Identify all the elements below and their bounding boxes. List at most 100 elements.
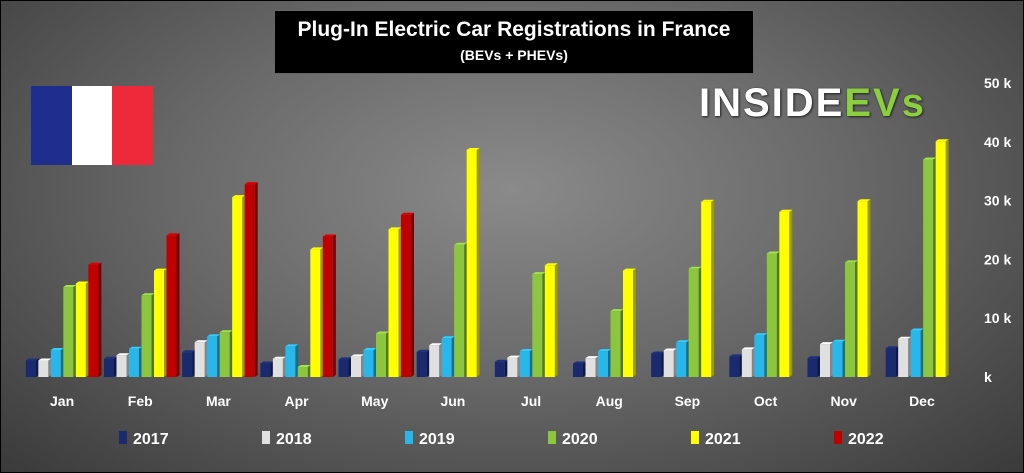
bar-2020-Feb bbox=[141, 295, 152, 377]
legend-label-2019: 2019 bbox=[419, 431, 455, 448]
bar-2018-May bbox=[351, 356, 361, 377]
bar-top-2018-Jan bbox=[38, 358, 52, 361]
bar-2022-Apr bbox=[322, 236, 333, 377]
bar-top-2017-Dec bbox=[885, 346, 899, 349]
bar-side-2022-Mar bbox=[254, 182, 258, 377]
bar-top-2021-Dec bbox=[935, 139, 949, 142]
bar-2019-Sep bbox=[676, 342, 687, 377]
bar-side-2017-Feb bbox=[114, 356, 117, 377]
bar-top-2021-Jan bbox=[75, 281, 89, 284]
bar-2017-May bbox=[338, 359, 349, 377]
bar-2017-Aug bbox=[573, 363, 583, 377]
bar-side-2017-Jun bbox=[426, 349, 430, 377]
bar-top-2019-Oct bbox=[754, 333, 768, 336]
bar-side-2018-Aug bbox=[595, 356, 599, 377]
bar-side-2021-Oct bbox=[789, 209, 793, 377]
bar-top-2021-Apr bbox=[310, 247, 324, 250]
bar-2018-Mar bbox=[194, 342, 205, 377]
bar-2021-Nov bbox=[857, 201, 868, 377]
bar-2020-Nov bbox=[845, 262, 855, 377]
bar-top-2019-Apr bbox=[285, 344, 299, 347]
bar-top-2021-Jul bbox=[544, 263, 558, 266]
bar-side-2017-Aug bbox=[583, 361, 586, 377]
bar-top-2018-Dec bbox=[898, 336, 912, 339]
bar-side-2021-Apr bbox=[320, 247, 324, 377]
bar-side-2019-Feb bbox=[139, 346, 142, 377]
bar-top-2018-May bbox=[351, 354, 364, 357]
bar-2018-Jul bbox=[507, 357, 518, 377]
legend-swatch-2022 bbox=[834, 431, 842, 444]
bar-2021-Oct bbox=[779, 211, 790, 377]
bar-top-2020-Mar bbox=[219, 330, 233, 333]
bar-top-2020-Jul bbox=[532, 272, 546, 275]
bar-top-2021-Feb bbox=[154, 268, 167, 271]
bar-top-2019-Jul bbox=[519, 349, 533, 352]
x-tick-label: Apr bbox=[285, 393, 310, 409]
bar-side-2017-Oct bbox=[739, 354, 743, 377]
bar-2020-Jun bbox=[454, 244, 465, 377]
bar-side-2017-Apr bbox=[270, 361, 274, 377]
bar-side-2020-Apr bbox=[307, 365, 311, 377]
x-tick-label: Feb bbox=[128, 393, 153, 409]
bar-side-2021-May bbox=[398, 227, 402, 377]
bar-top-2022-Feb bbox=[166, 233, 180, 236]
bar-2021-Jan bbox=[75, 283, 86, 377]
bar-2017-Oct bbox=[729, 356, 740, 377]
bar-side-2019-Nov bbox=[842, 339, 846, 377]
x-tick-label: Jun bbox=[440, 393, 465, 409]
bar-side-2018-Dec bbox=[908, 336, 912, 377]
bar-top-2021-Mar bbox=[232, 195, 246, 198]
bar-top-2017-Nov bbox=[807, 356, 821, 359]
bar-top-2022-May bbox=[401, 212, 414, 215]
y-tick-label: 30 k bbox=[984, 193, 1011, 209]
x-tick-label: Mar bbox=[206, 393, 231, 409]
x-axis-labels: Jan Feb Mar Apr May Jun Jul Aug Sep Oct Nov Dec bbox=[50, 393, 935, 409]
bar-2019-Aug bbox=[598, 351, 608, 377]
bar-side-2019-Oct bbox=[764, 333, 768, 377]
bar-2019-Jul bbox=[519, 351, 530, 377]
bar-side-2019-Jun bbox=[451, 336, 455, 377]
bar-2018-Nov bbox=[820, 344, 830, 377]
x-tick-label: Nov bbox=[831, 393, 858, 409]
bar-top-2019-Jun bbox=[441, 336, 455, 339]
bar-top-2021-Jun bbox=[466, 148, 480, 151]
bar-top-2018-Aug bbox=[585, 356, 599, 359]
bar-2017-Apr bbox=[260, 363, 271, 377]
bar-top-2017-Jan bbox=[25, 358, 39, 361]
bar-top-2021-Sep bbox=[701, 199, 715, 202]
bar-side-2020-Oct bbox=[776, 251, 780, 377]
bar-top-2019-Feb bbox=[129, 346, 142, 349]
x-tick-label: Jan bbox=[50, 393, 74, 409]
bar-side-2019-Jan bbox=[60, 347, 64, 377]
bar-2019-Oct bbox=[754, 335, 765, 377]
bar-side-2017-Dec bbox=[895, 346, 899, 377]
bar-2017-Nov bbox=[807, 358, 818, 377]
x-tick-label: Aug bbox=[596, 393, 623, 409]
y-tick-label: k bbox=[984, 369, 992, 385]
bar-top-2017-Mar bbox=[182, 350, 196, 353]
bar-side-2022-Jan bbox=[98, 262, 102, 377]
bar-top-2021-Aug bbox=[623, 268, 636, 271]
logo-main: INSIDE bbox=[699, 81, 845, 125]
bar-top-2018-Jun bbox=[429, 343, 443, 346]
bar-side-2020-May bbox=[386, 331, 389, 377]
bar-2021-Sep bbox=[701, 201, 712, 377]
bar-side-2018-Feb bbox=[126, 353, 130, 377]
bar-top-2020-Jun bbox=[454, 242, 468, 245]
bar-side-2020-Nov bbox=[855, 260, 858, 377]
legend-swatch-2020 bbox=[548, 431, 556, 444]
bar-2017-Feb bbox=[104, 358, 114, 377]
bar-2022-Mar bbox=[244, 184, 255, 377]
bar-2019-Apr bbox=[285, 346, 296, 377]
insideevs-logo: INSIDEEVs bbox=[699, 81, 926, 126]
x-tick-label: Jul bbox=[521, 393, 541, 409]
bar-2021-Dec bbox=[935, 141, 946, 377]
bar-2021-Jun bbox=[466, 150, 477, 377]
bar-side-2017-Jul bbox=[504, 359, 508, 377]
bar-2018-Apr bbox=[272, 358, 283, 377]
bar-2020-Sep bbox=[688, 268, 699, 377]
bar-side-2018-Jul bbox=[517, 355, 521, 377]
bar-top-2022-Apr bbox=[322, 234, 336, 237]
bar-2021-May bbox=[388, 229, 399, 377]
